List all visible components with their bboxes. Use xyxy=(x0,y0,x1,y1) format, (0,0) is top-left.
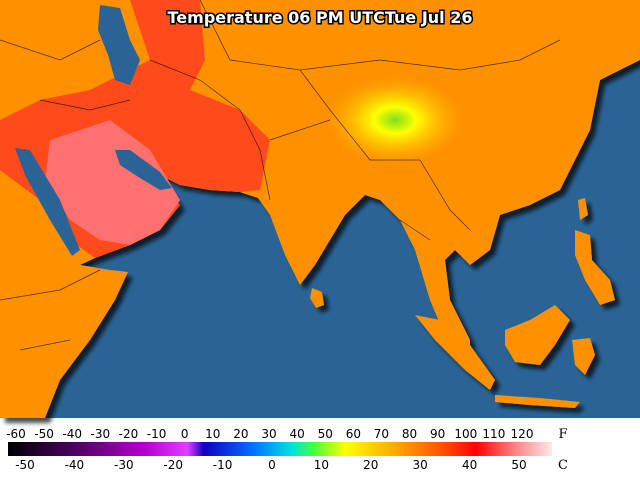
celsius-label: 10 xyxy=(314,458,329,472)
sri-lanka xyxy=(310,288,324,308)
fahrenheit-label: 30 xyxy=(261,427,276,441)
fahrenheit-label: -50 xyxy=(34,427,54,441)
map-title: Temperature 06 PM UTCTue Jul 26 xyxy=(168,8,473,27)
borders xyxy=(0,0,561,351)
fahrenheit-label: 110 xyxy=(482,427,505,441)
caspian-sea xyxy=(98,5,140,85)
red-sea xyxy=(15,148,80,256)
celsius-label: -40 xyxy=(65,458,85,472)
celsius-label: -50 xyxy=(15,458,35,472)
fahrenheit-label: 70 xyxy=(374,427,389,441)
taiwan xyxy=(578,198,588,220)
persian-gulf xyxy=(115,150,172,190)
map xyxy=(0,0,640,418)
sulawesi xyxy=(572,338,595,375)
java xyxy=(495,395,580,408)
sumatra xyxy=(415,315,495,390)
celsius-label: 30 xyxy=(413,458,428,472)
fahrenheit-label: 40 xyxy=(289,427,304,441)
fahrenheit-label: 20 xyxy=(233,427,248,441)
fahrenheit-label: 120 xyxy=(511,427,534,441)
warm-plateau xyxy=(325,75,465,165)
celsius-label: 50 xyxy=(511,458,526,472)
legend: F C -60 -50 -40 -30 -20 -10 0 10 20 30 40 50 60 70 80 9… xyxy=(6,427,568,473)
fahrenheit-label: 80 xyxy=(402,427,417,441)
fahrenheit-label: -40 xyxy=(62,427,82,441)
fahrenheit-unit: F xyxy=(558,427,567,442)
fahrenheit-label: 10 xyxy=(205,427,220,441)
hottest-zone xyxy=(45,120,180,245)
fahrenheit-label: -10 xyxy=(147,427,167,441)
celsius-label: 20 xyxy=(363,458,378,472)
fahrenheit-label: 0 xyxy=(181,427,189,441)
fahrenheit-label: 100 xyxy=(454,427,477,441)
fahrenheit-label: -20 xyxy=(119,427,139,441)
fahrenheit-label: -30 xyxy=(91,427,111,441)
celsius-label: 40 xyxy=(462,458,477,472)
fahrenheit-label: 90 xyxy=(430,427,445,441)
borneo xyxy=(505,305,570,365)
celsius-unit: C xyxy=(558,458,568,473)
fahrenheit-label: 50 xyxy=(318,427,333,441)
celsius-label: 0 xyxy=(268,458,276,472)
celsius-label: -20 xyxy=(163,458,183,472)
fahrenheit-label: -60 xyxy=(6,427,26,441)
celsius-label: -30 xyxy=(114,458,134,472)
fahrenheit-label: 60 xyxy=(346,427,361,441)
celsius-label: -10 xyxy=(213,458,233,472)
philippines xyxy=(575,230,615,305)
color-scale xyxy=(8,442,552,456)
